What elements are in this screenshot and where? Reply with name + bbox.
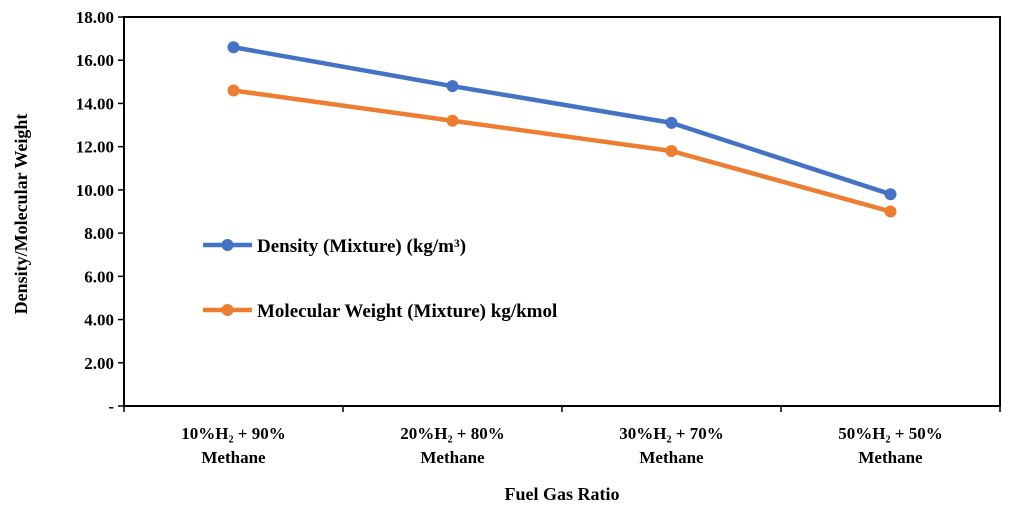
y-axis-ticks: - 2.00 4.00 6.00 8.00 10.00 12.00 14.00 16.00 18.… — [76, 8, 124, 416]
series-1 — [227, 41, 897, 201]
y-tick-label: - — [108, 397, 114, 416]
data-point — [446, 80, 459, 93]
data-point — [227, 84, 240, 97]
legend-marker — [221, 304, 234, 316]
legend-marker — [221, 239, 234, 251]
legend: Density (Mixture) (kg/m³) Molecular Weigh… — [203, 236, 557, 322]
x-tick-label: 30%H₂ + 70% Methane — [619, 424, 724, 467]
y-tick-label: 12.00 — [76, 138, 114, 157]
y-tick-label: 4.00 — [84, 311, 114, 330]
legend-item: Density (Mixture) (kg/m³) — [203, 236, 466, 257]
series-line — [233, 45, 892, 197]
legend-label: Molecular Weight (Mixture) kg/kmol — [257, 301, 557, 322]
x-axis-title: Fuel Gas Ratio — [505, 484, 620, 504]
series-line — [233, 88, 892, 214]
data-point — [884, 205, 897, 218]
x-tick-label: 10%H₂ + 90% Methane — [181, 424, 286, 467]
x-tick-label: 50%H₂ + 50% Methane — [838, 424, 943, 467]
legend-item: Molecular Weight (Mixture) kg/kmol — [203, 301, 557, 322]
y-tick-label: 6.00 — [84, 267, 114, 286]
series-layer — [227, 41, 897, 218]
data-point — [884, 188, 897, 201]
y-axis-title: Density/Molecular Weight — [11, 114, 31, 315]
y-tick-label: 2.00 — [84, 354, 114, 373]
series-2 — [227, 84, 897, 218]
data-point — [446, 114, 459, 127]
x-axis-ticks: 10%H₂ + 90% Methane 20%H₂ + 80% Methane 30%H… — [123, 406, 1001, 467]
axes — [123, 16, 1001, 407]
y-tick-label: 8.00 — [84, 224, 114, 243]
data-point — [665, 116, 678, 129]
data-point — [227, 41, 240, 54]
x-tick-label: 20%H₂ + 80% Methane — [400, 424, 505, 467]
legend-label: Density (Mixture) (kg/m³) — [257, 236, 466, 257]
y-tick-label: 10.00 — [76, 181, 114, 200]
data-point — [665, 144, 678, 157]
y-tick-label: 14.00 — [76, 94, 114, 113]
plot-frame — [123, 16, 1001, 407]
y-tick-label: 16.00 — [76, 51, 114, 70]
y-tick-label: 18.00 — [76, 8, 114, 27]
